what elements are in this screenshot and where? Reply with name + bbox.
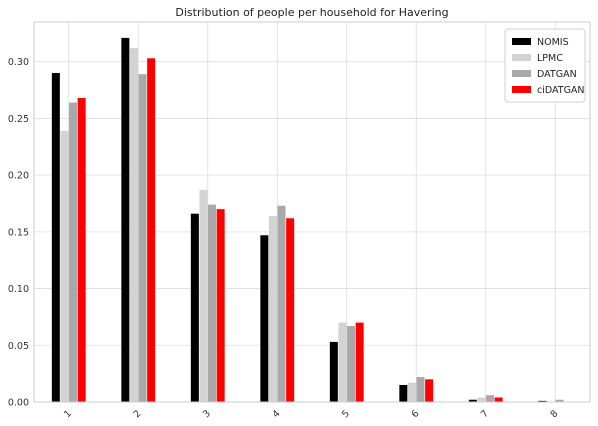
bar-cidatgan-4 [286,218,294,402]
legend-swatch [512,54,531,61]
bar-datgan-2 [139,74,147,402]
bar-datgan-7 [486,395,494,402]
bar-cidatgan-1 [78,98,86,402]
y-tick-label: 0.00 [8,398,29,409]
bar-nomis-2 [121,38,129,402]
bar-datgan-4 [278,206,286,402]
bar-lpmc-6 [408,383,416,402]
bar-lpmc-3 [199,190,207,402]
bar-nomis-3 [191,214,199,402]
x-tick-label: 2 [131,408,143,420]
y-tick-label: 0.05 [8,341,29,352]
bar-lpmc-5 [338,323,346,402]
bar-cidatgan-2 [147,58,155,402]
bar-datgan-6 [417,377,425,402]
bar-lpmc-4 [269,216,277,402]
y-tick-label: 0.15 [8,227,29,238]
bar-lpmc-7 [477,397,485,402]
axes: 0.00 0.05 0.10 0.15 0.20 0.25 0.30 1 2 3 4 5 6 7 8 [8,22,590,420]
bar-nomis-1 [52,73,60,402]
legend-swatch [512,70,531,77]
bar-lpmc-2 [130,48,138,402]
bar-nomis-4 [260,235,268,402]
legend: NOMIS LPMC DATGAN ciDATGAN [505,29,585,102]
x-tick-label: 5 [340,408,352,420]
bar-cidatgan-5 [356,323,364,402]
y-tick-label: 0.20 [8,171,29,182]
bar-cidatgan-7 [495,397,503,402]
x-tick-label: 8 [548,408,560,420]
legend-label: DATGAN [537,69,577,80]
x-tick-label: 4 [270,408,282,420]
legend-label: NOMIS [537,37,569,48]
legend-label: LPMC [537,53,563,64]
bar-datgan-1 [69,103,77,402]
x-tick-label: 6 [409,408,421,420]
bar-nomis-5 [330,342,338,402]
y-tick-label: 0.30 [8,57,29,68]
legend-label: ciDATGAN [537,85,585,96]
y-tick-label: 0.25 [8,114,29,125]
chart-title: Distribution of people per household for… [175,6,448,19]
bar-nomis-6 [399,385,407,402]
bar-datgan-3 [208,205,216,402]
bar-cidatgan-6 [425,379,433,402]
legend-swatch [512,38,531,45]
bar-lpmc-1 [60,131,68,402]
y-tick-label: 0.10 [8,284,29,295]
legend-swatch [512,86,531,93]
bars [52,38,564,402]
x-tick-label: 1 [62,408,74,420]
bar-datgan-5 [347,326,355,402]
x-tick-label: 7 [479,408,491,420]
bar-cidatgan-3 [217,209,225,402]
x-tick-label: 3 [201,408,213,420]
